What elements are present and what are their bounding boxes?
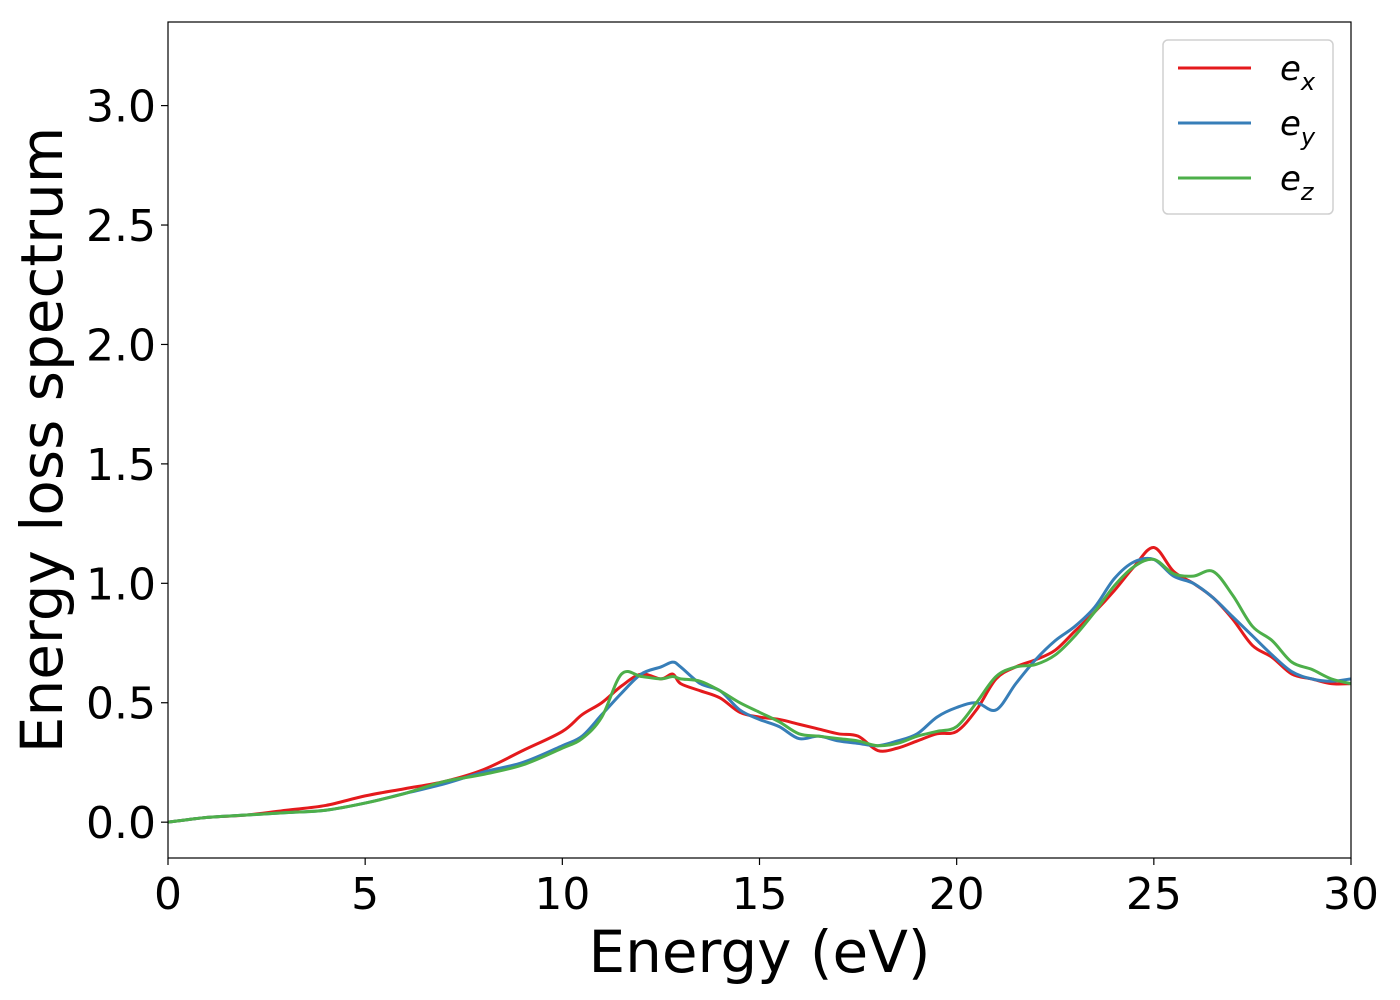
legend-label-ey: ey bbox=[1280, 104, 1316, 151]
x-tick-label: 10 bbox=[534, 869, 590, 920]
x-axis-title: Energy (eV) bbox=[588, 918, 930, 986]
legend-label-ex: ex bbox=[1280, 49, 1316, 96]
legend-label-base: e bbox=[1280, 49, 1301, 89]
y-tick-label: 3.0 bbox=[86, 82, 156, 133]
x-tick-label: 30 bbox=[1323, 869, 1379, 920]
series-line-ex bbox=[167, 545, 1352, 824]
y-tick-label: 1.5 bbox=[86, 440, 156, 491]
x-tick-label: 5 bbox=[351, 869, 379, 920]
legend-box bbox=[1162, 39, 1334, 215]
y-tick-label: 0.0 bbox=[86, 798, 156, 849]
legend-label-subscript: z bbox=[1300, 178, 1315, 206]
y-tick-label: 0.5 bbox=[86, 679, 156, 730]
series-line-ey bbox=[167, 556, 1352, 824]
x-tick-label: 15 bbox=[732, 869, 788, 920]
y-axis-title: Energy loss spectrum bbox=[8, 127, 76, 753]
legend-label-ez: ez bbox=[1280, 159, 1315, 206]
y-tick-label: 2.5 bbox=[86, 201, 156, 252]
legend-label-subscript: x bbox=[1300, 68, 1316, 96]
x-tick-label: 20 bbox=[929, 869, 985, 920]
y-axis-ticks: 0.0 0.5 1.0 1.5 2.0 2.5 3.0 bbox=[86, 82, 168, 849]
y-tick-label: 2.0 bbox=[86, 320, 156, 371]
x-tick-label: 25 bbox=[1126, 869, 1182, 920]
series-line-ez bbox=[167, 557, 1352, 824]
series-lines bbox=[167, 545, 1352, 824]
x-tick-label: 0 bbox=[154, 869, 182, 920]
y-tick-label: 1.0 bbox=[86, 559, 156, 610]
legend-label-subscript: y bbox=[1300, 123, 1316, 151]
legend-label-base: e bbox=[1280, 104, 1301, 144]
legend-label-base: e bbox=[1280, 159, 1301, 199]
x-axis-ticks: 0 5 10 15 20 25 30 bbox=[154, 858, 1379, 920]
